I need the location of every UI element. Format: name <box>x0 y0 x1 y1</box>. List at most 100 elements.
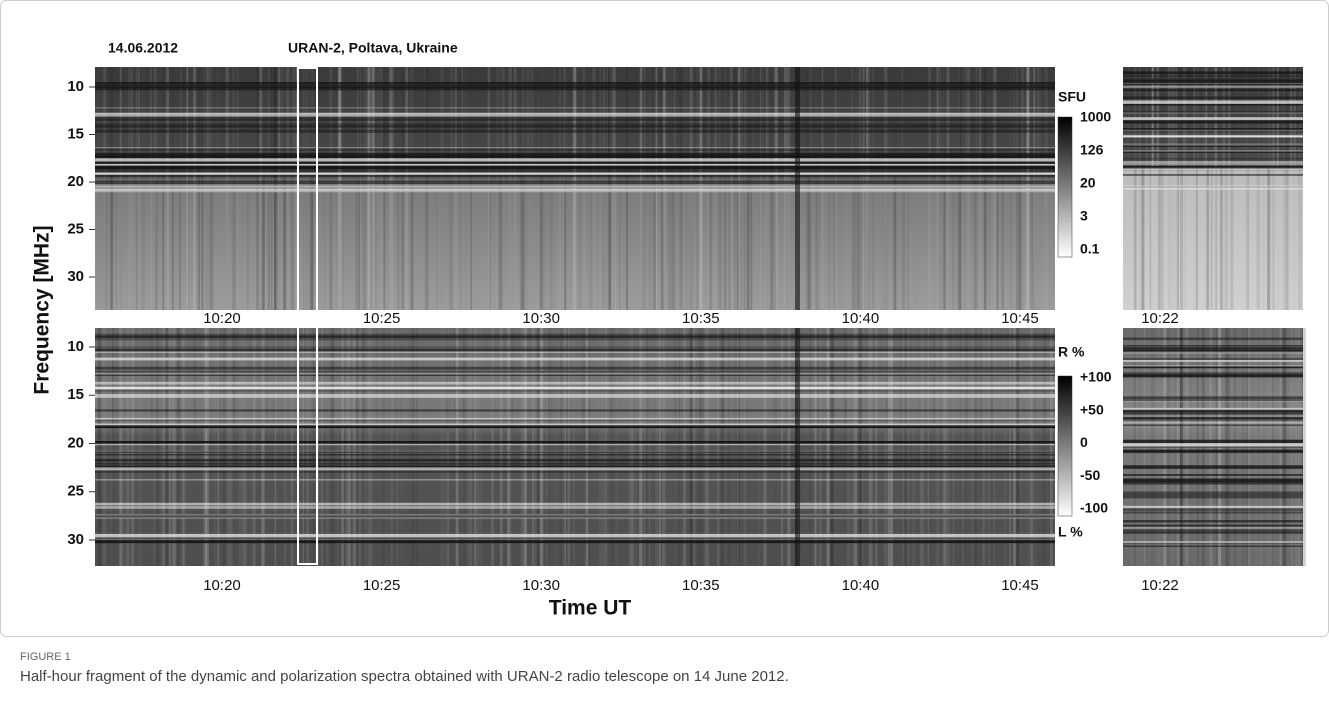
spectrum-texture <box>193 67 197 310</box>
spectrum-texture <box>497 67 501 310</box>
spectrum-texture <box>1004 328 1005 566</box>
spectrum-texture <box>95 409 1055 412</box>
spectrum-texture <box>95 506 1055 509</box>
spectrum-texture <box>95 155 1055 158</box>
spectrum-texture <box>119 328 123 566</box>
spectrum-texture <box>367 328 370 566</box>
spectrum-texture <box>376 67 381 310</box>
spectrum-texture <box>1123 524 1303 527</box>
spectrum-texture <box>274 328 277 566</box>
spectrum-texture <box>598 328 602 566</box>
spectrum-texture <box>966 328 968 566</box>
spectrum-texture <box>95 171 1055 175</box>
spectrum-texture <box>198 67 200 310</box>
spectrum-texture <box>690 67 693 310</box>
spectrum-texture <box>893 67 897 310</box>
caption-label: FIGURE 1 <box>20 651 71 663</box>
spectrum-texture <box>232 67 236 310</box>
spectrum-texture <box>507 328 510 566</box>
spectrum-texture <box>392 67 394 310</box>
spectrum-texture <box>95 333 1055 338</box>
spectrum-texture <box>168 328 169 566</box>
spectrum-texture <box>944 328 946 566</box>
spectrum-texture <box>154 328 157 566</box>
spectrum-texture <box>736 67 739 310</box>
spectrum-texture <box>1016 67 1019 310</box>
spectrum-texture <box>699 328 702 566</box>
spectrum-texture <box>696 67 699 310</box>
spectrum-texture <box>1123 122 1303 124</box>
colorbar-label: 0.1 <box>1080 241 1100 257</box>
spectrum-texture <box>329 328 333 566</box>
spectrum-texture <box>370 67 374 310</box>
spectrum-texture <box>1196 67 1199 310</box>
spectrum-texture <box>1134 67 1137 310</box>
spectrum-texture <box>338 67 340 310</box>
spectrum-texture <box>1022 328 1026 566</box>
spectrum-texture <box>165 328 169 566</box>
spectrum-texture <box>233 328 236 566</box>
spectrum-texture <box>206 328 209 566</box>
spectrum-texture <box>555 328 557 566</box>
spectrum-texture <box>613 67 615 310</box>
spectrum-texture <box>862 328 863 566</box>
spectrum-texture <box>945 328 948 566</box>
spectrum-texture <box>550 328 553 566</box>
spectrum-texture <box>1123 366 1303 369</box>
spectrum-texture <box>1214 67 1218 310</box>
spectrum-texture <box>401 67 404 310</box>
spectrum-texture <box>513 67 517 310</box>
spectrum-texture <box>137 328 142 566</box>
spectrum-texture <box>496 67 499 310</box>
spectrum-texture <box>785 328 788 566</box>
x-tick-label: 10:35 <box>682 310 720 327</box>
spectrum-texture <box>127 67 129 310</box>
spectrum-texture <box>1123 166 1303 169</box>
spectrum-texture <box>201 67 203 310</box>
spectrum-texture <box>1256 67 1261 310</box>
spectrum-texture <box>176 328 181 566</box>
spectrum-texture <box>853 328 858 566</box>
spectrum-texture <box>799 328 802 566</box>
spectrum-texture <box>857 67 860 310</box>
spectrum-texture <box>1036 67 1039 310</box>
y-tick-label: 30 <box>67 531 84 548</box>
spectrum-texture <box>548 328 550 566</box>
spectrum-texture <box>904 328 907 566</box>
spectrum-texture <box>779 328 780 566</box>
spectrum-texture <box>193 328 197 566</box>
spectrum-texture <box>339 67 343 310</box>
spectrum-texture <box>718 328 721 566</box>
spectrum-texture <box>914 67 916 310</box>
spectrum-texture <box>1157 67 1160 310</box>
spectrum-texture <box>1123 494 1303 499</box>
spectrum-texture <box>116 328 118 566</box>
spectrum-texture <box>1123 465 1303 469</box>
spectrum-texture <box>95 389 1055 392</box>
spectrum-texture <box>882 67 884 310</box>
spectrum-texture <box>918 328 922 566</box>
spectrum-texture <box>243 328 247 566</box>
spectrum-texture <box>1123 150 1303 152</box>
spectrum-texture <box>355 67 359 310</box>
spectrum-texture <box>1123 439 1303 443</box>
spectrum-texture <box>1015 328 1019 566</box>
spectrum-texture <box>1123 86 1303 89</box>
spectrum-texture <box>619 67 621 310</box>
spectrum-texture <box>943 67 946 310</box>
x-tick-label: 10:20 <box>203 310 241 327</box>
spectrum-texture <box>329 67 333 310</box>
spectrum-texture <box>263 67 265 310</box>
spectrum-texture <box>943 328 945 566</box>
spectrum-texture <box>512 328 514 566</box>
spectrum-texture <box>95 174 1055 177</box>
spectrum-texture <box>95 161 1055 164</box>
spectrum-texture <box>337 67 342 310</box>
spectrum-texture <box>336 67 340 310</box>
spectrum-texture <box>1123 128 1303 130</box>
spectrum-texture <box>760 67 761 310</box>
spectrum-texture <box>678 328 681 566</box>
spectrum-texture <box>470 67 473 310</box>
spectrum-texture <box>553 328 556 566</box>
spectrum-texture <box>449 67 452 310</box>
